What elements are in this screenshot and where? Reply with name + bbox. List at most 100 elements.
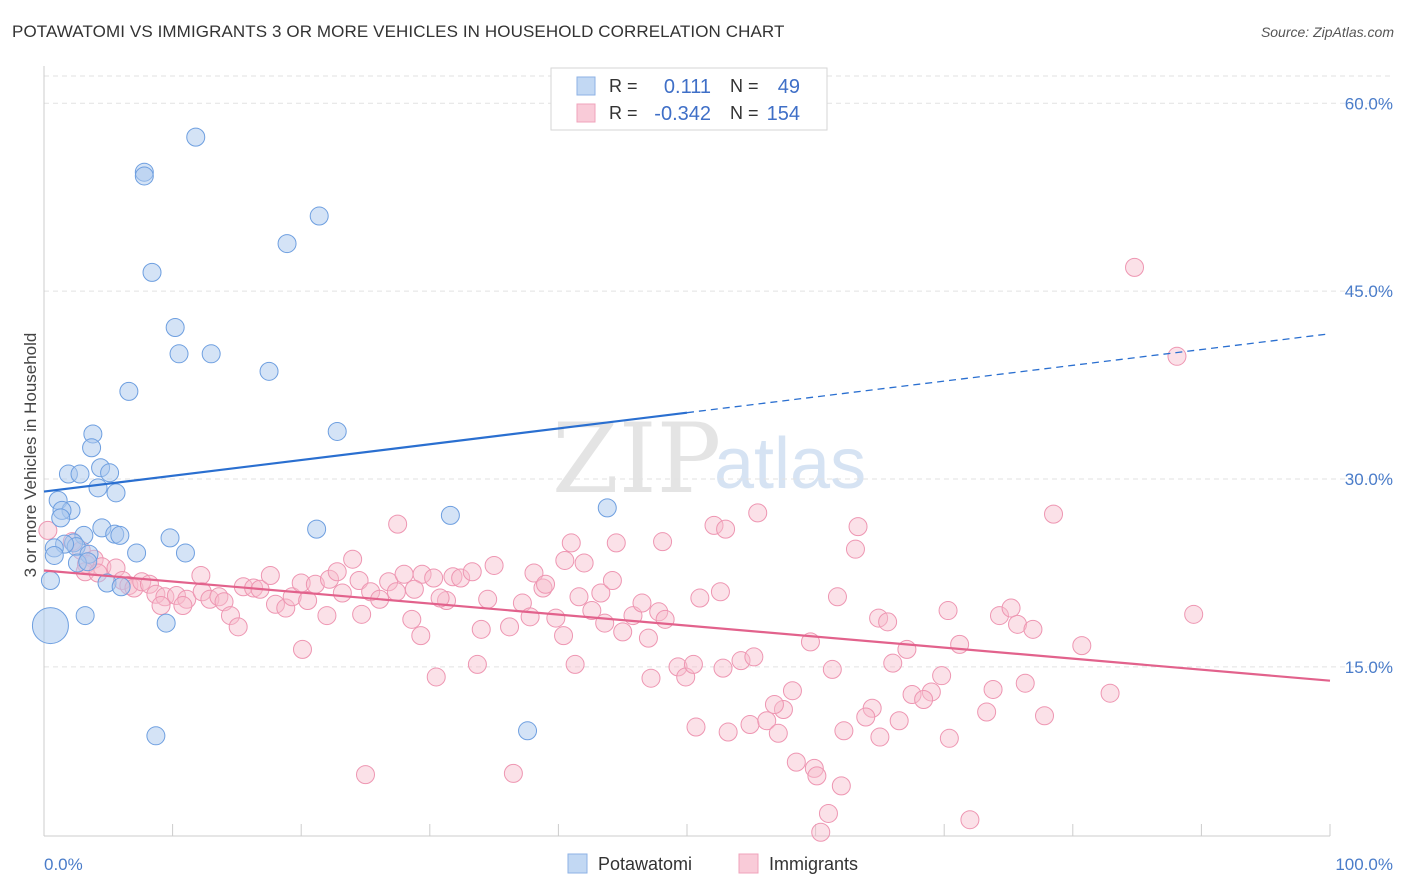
immigrants-point [426,667,446,687]
immigrants-point [1167,346,1187,366]
potawatomi-point [327,421,347,441]
immigrants-point [748,503,768,523]
immigrants-point [977,702,997,722]
y-tick-label: 15.0% [1345,658,1393,677]
immigrants-point [786,752,806,772]
immigrants-point [554,626,574,646]
immigrants-point [349,570,369,590]
immigrants-point [260,565,280,585]
correlation-legend: R = 0.111 N = 49 R = -0.342 N = 154 [550,67,828,131]
y-tick-label: 45.0% [1345,282,1393,301]
potawatomi-point [201,344,221,364]
potawatomi-point [156,613,176,633]
immigrants-point [950,634,970,654]
immigrants-point [1035,706,1055,726]
immigrants-point [757,711,777,731]
potawatomi-point [111,577,131,597]
potawatomi-point [165,318,185,338]
bottom-legend-swatch-potawatomi [567,853,588,874]
potawatomi-point [146,726,166,746]
immigrants-point [764,694,784,714]
immigrants-trendline [43,569,1331,682]
legend-n-value-1: 49 [778,76,800,98]
immigrants-point [704,515,724,535]
potawatomi-point [106,483,126,503]
immigrants-point [565,654,585,674]
legend-n-label-1: N = [730,76,759,96]
immigrants-point [292,639,312,659]
legend-r-value-1: 0.111 [664,76,711,98]
immigrants-point [921,682,941,702]
potawatomi-trendline-extension [686,333,1331,414]
potawatomi-point [134,166,154,186]
immigrants-point [332,583,352,603]
immigrants-point [1044,504,1064,524]
legend-r-label-2: R = [609,103,638,123]
immigrants-point [430,588,450,608]
potawatomi-point [518,721,538,741]
immigrants-point [500,617,520,637]
immigrants-point [220,606,240,626]
potawatomi-points [31,127,617,746]
legend-n-value-2: 154 [767,103,800,125]
immigrants-point [870,727,890,747]
potawatomi-point [440,505,460,525]
source-credit: Source: ZipAtlas.com [1260,24,1394,40]
immigrants-point [686,717,706,737]
immigrants-point [710,582,730,602]
immigrants-point [151,596,171,616]
immigrants-point [902,684,922,704]
immigrants-point [856,707,876,727]
immigrants-point [1125,257,1145,277]
legend-r-value-2: -0.342 [654,103,711,125]
immigrants-point [561,533,581,553]
bottom-legend-immigrants: Immigrants [769,854,858,874]
y-tick-labels: 15.0% 30.0% 45.0% 60.0% [1345,94,1393,677]
immigrants-point [606,533,626,553]
immigrants-point [533,578,553,598]
chart-title: POTAWATOMI VS IMMIGRANTS 3 OR MORE VEHIC… [12,22,785,41]
immigrants-point [1100,683,1120,703]
potawatomi-point [142,262,162,282]
legend-swatch-immigrants [576,103,596,123]
immigrants-point [1008,614,1028,634]
potawatomi-point [160,528,180,548]
immigrants-point [209,587,229,607]
immigrants-point [462,562,482,582]
potawatomi-point [75,606,95,626]
immigrants-point [683,654,703,674]
y-axis-label: 3 or more Vehicles in Household [21,333,40,578]
watermark-zip: ZIP [552,403,721,515]
immigrants-point [478,589,498,609]
immigrants-point [582,601,602,621]
axes [43,66,1331,837]
immigrants-point [989,606,1009,626]
immigrants-point [298,591,318,611]
immigrants-point [845,539,865,559]
immigrants-point [718,722,738,742]
immigrants-point [536,574,556,594]
immigrants-point [386,582,406,602]
potawatomi-point [175,543,195,563]
potawatomi-point [307,519,327,539]
immigrants-point [343,549,363,569]
immigrants-point [411,626,431,646]
immigrants-point [744,647,764,667]
immigrants-point [191,565,211,585]
immigrants-point [317,606,337,626]
immigrants-point [731,651,751,671]
immigrants-point [319,569,339,589]
immigrants-point [443,567,463,587]
immigrants-point [641,668,661,688]
potawatomi-point [259,361,279,381]
immigrants-point [983,679,1003,699]
potawatomi-point [127,543,147,563]
potawatomi-point [70,464,90,484]
immigrants-point [595,613,615,633]
immigrants-point [804,758,824,778]
immigrants-point [649,602,669,622]
immigrants-point [591,583,611,603]
y-tick-label: 30.0% [1345,470,1393,489]
immigrants-point [402,609,422,629]
immigrants-point [276,598,296,618]
